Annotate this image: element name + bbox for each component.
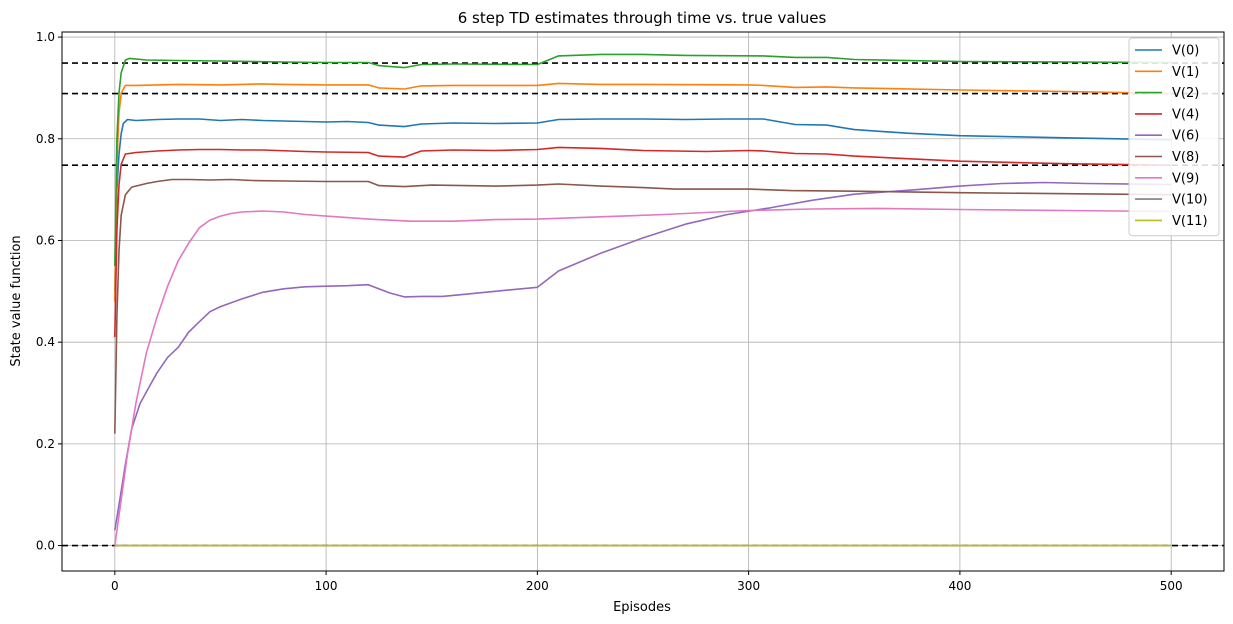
x-tick-label: 300	[737, 579, 760, 593]
x-tick-label: 0	[111, 579, 119, 593]
x-axis-label: Episodes	[613, 600, 671, 615]
legend-label: V(0)	[1172, 44, 1199, 59]
series-line-V(8)	[114, 178, 1172, 434]
x-tick-label: 200	[526, 579, 549, 593]
legend-label: V(4)	[1172, 107, 1199, 122]
series-line-V(9)	[114, 207, 1172, 546]
legend-box	[1128, 37, 1220, 237]
x-axis-ticks: 0 100 200 300 400 500	[111, 571, 1183, 593]
chart-title: 6 step TD estimates through time vs. tru…	[458, 9, 827, 27]
y-axis-label: State value function	[9, 235, 24, 366]
y-tick-label: 0.6	[36, 233, 55, 247]
series-line-V(4)	[114, 146, 1172, 338]
series-lines	[114, 53, 1172, 547]
legend-label: V(1)	[1172, 65, 1199, 80]
legend-label: V(2)	[1172, 86, 1199, 101]
y-axis-ticks: 0.0 0.2 0.4 0.6 0.8 1.0	[36, 30, 62, 553]
legend: V(0) V(1) V(2) V(4) V(6) V(8) V(9) V(10) V(11)	[1128, 37, 1220, 237]
true-value-lines	[62, 62, 1224, 547]
y-tick-label: 0.0	[36, 539, 55, 553]
legend-label: V(11)	[1172, 214, 1208, 229]
legend-label: V(6)	[1172, 129, 1199, 144]
x-tick-label: 100	[315, 579, 338, 593]
x-tick-label: 500	[1160, 579, 1183, 593]
legend-label: V(9)	[1172, 171, 1199, 186]
y-tick-label: 0.8	[36, 132, 55, 146]
x-tick-label: 400	[948, 579, 971, 593]
y-tick-label: 1.0	[36, 30, 55, 44]
legend-label: V(8)	[1172, 150, 1199, 165]
series-line-V(0)	[114, 118, 1172, 292]
series-line-V(2)	[114, 53, 1172, 266]
plot-frame	[61, 31, 1225, 572]
y-tick-label: 0.4	[36, 335, 55, 349]
y-tick-label: 0.2	[36, 437, 55, 451]
legend-label: V(10)	[1172, 193, 1208, 208]
series-line-V(1)	[114, 82, 1172, 302]
series-line-V(6)	[114, 181, 1172, 531]
